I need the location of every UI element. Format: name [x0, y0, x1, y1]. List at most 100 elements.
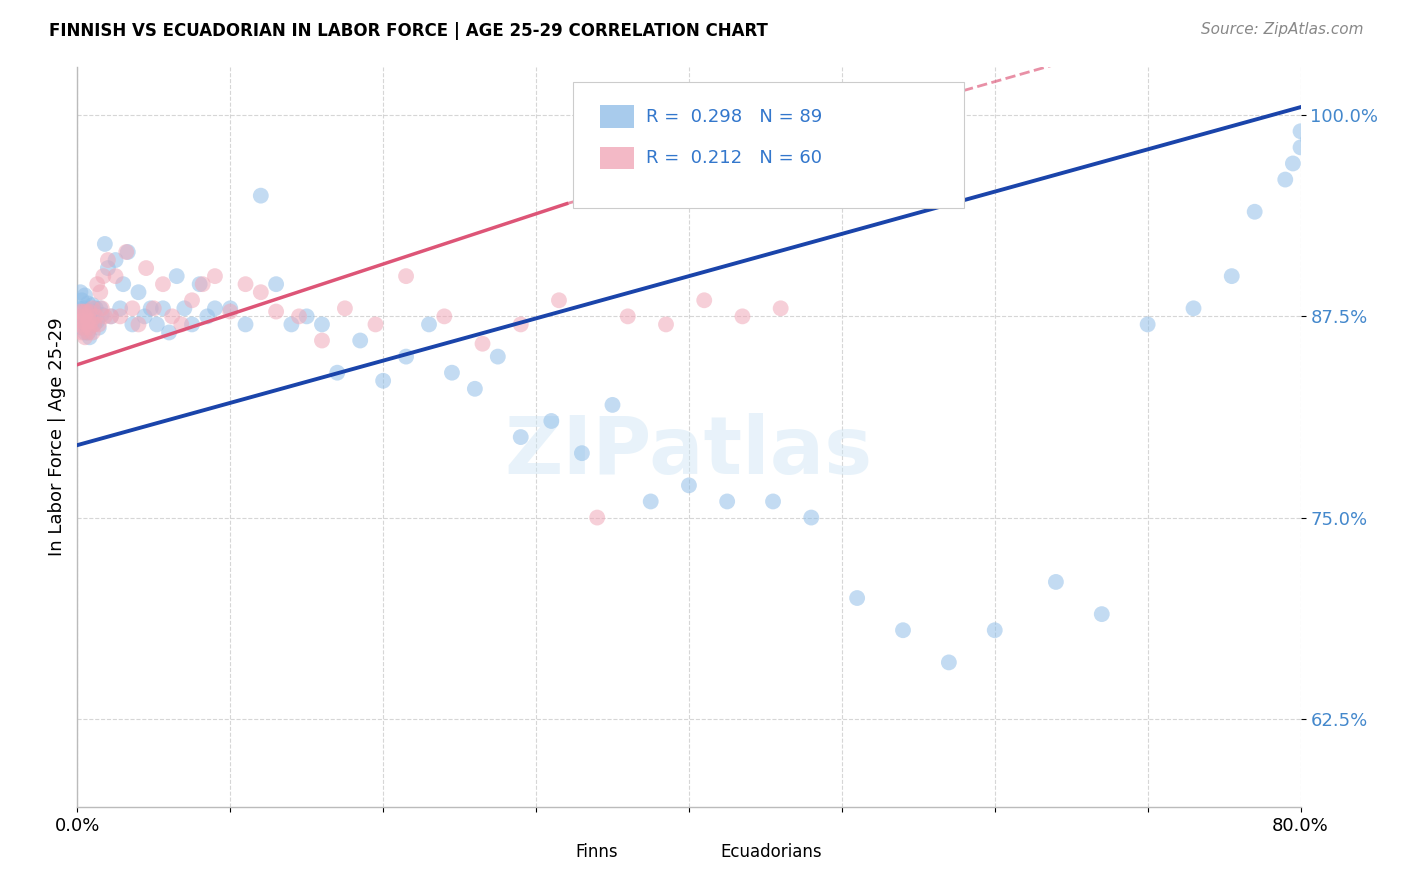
- Point: [731, 310, 754, 324]
- Point: [181, 318, 204, 332]
- Point: [82, 301, 104, 316]
- Point: [166, 269, 188, 284]
- Point: [1289, 140, 1312, 154]
- Point: [464, 382, 486, 396]
- Point: [79, 330, 101, 344]
- Point: [152, 301, 174, 316]
- Text: Finns: Finns: [575, 843, 617, 861]
- Point: [152, 277, 174, 292]
- Point: [112, 277, 135, 292]
- Point: [104, 253, 127, 268]
- Point: [86, 314, 108, 328]
- Point: [73, 288, 96, 302]
- Point: [486, 350, 509, 364]
- Point: [349, 334, 371, 348]
- Point: [77, 314, 100, 328]
- Point: [364, 318, 387, 332]
- Point: [127, 285, 149, 300]
- Point: [173, 301, 195, 316]
- Point: [678, 478, 700, 492]
- Point: [72, 301, 94, 316]
- FancyBboxPatch shape: [572, 82, 965, 208]
- Point: [471, 336, 494, 351]
- Point: [94, 310, 117, 324]
- Point: [235, 318, 257, 332]
- Point: [127, 318, 149, 332]
- Point: [86, 277, 108, 292]
- Point: [73, 310, 96, 324]
- Point: [69, 310, 91, 324]
- Point: [91, 269, 114, 284]
- Point: [100, 310, 122, 324]
- Point: [617, 310, 640, 324]
- Point: [191, 277, 214, 292]
- Point: [1282, 156, 1305, 170]
- Point: [655, 318, 678, 332]
- Point: [509, 430, 531, 444]
- Point: [80, 318, 103, 332]
- Point: [295, 310, 318, 324]
- Text: ZIPatlas: ZIPatlas: [505, 413, 873, 491]
- Point: [121, 301, 143, 316]
- Point: [170, 318, 193, 332]
- Point: [108, 301, 131, 316]
- Point: [100, 310, 122, 324]
- Point: [371, 374, 394, 388]
- Point: [79, 320, 101, 334]
- Point: [181, 293, 204, 308]
- Point: [204, 269, 226, 284]
- Point: [846, 591, 869, 605]
- Point: [762, 494, 785, 508]
- Point: [69, 285, 91, 300]
- Point: [84, 301, 107, 316]
- Point: [97, 261, 120, 276]
- Point: [548, 293, 571, 308]
- Point: [440, 366, 463, 380]
- Point: [1274, 172, 1296, 186]
- Point: [1289, 124, 1312, 138]
- Text: R =  0.212   N = 60: R = 0.212 N = 60: [647, 149, 823, 167]
- Point: [250, 188, 273, 202]
- Text: Source: ZipAtlas.com: Source: ZipAtlas.com: [1201, 22, 1364, 37]
- Point: [1296, 132, 1319, 146]
- Point: [716, 494, 738, 508]
- Point: [139, 301, 162, 316]
- Point: [333, 301, 356, 316]
- Point: [117, 244, 139, 259]
- Point: [76, 304, 98, 318]
- Point: [80, 314, 103, 328]
- Point: [571, 446, 593, 460]
- Point: [77, 314, 100, 328]
- Point: [157, 326, 180, 340]
- Point: [1182, 301, 1205, 316]
- Point: [326, 366, 349, 380]
- Point: [540, 414, 562, 428]
- Point: [90, 308, 112, 322]
- Point: [73, 326, 96, 340]
- Point: [1136, 318, 1159, 332]
- Point: [769, 301, 792, 316]
- Point: [693, 293, 716, 308]
- Point: [891, 624, 914, 638]
- Point: [146, 318, 169, 332]
- Point: [84, 310, 107, 324]
- Point: [984, 624, 1007, 638]
- Point: [87, 318, 110, 332]
- Point: [142, 301, 165, 316]
- Point: [82, 298, 104, 312]
- Point: [1091, 607, 1114, 621]
- Point: [79, 304, 101, 318]
- Point: [800, 510, 823, 524]
- Point: [87, 320, 110, 334]
- Point: [1243, 204, 1265, 219]
- Point: [418, 318, 440, 332]
- Point: [640, 494, 662, 508]
- Text: FINNISH VS ECUADORIAN IN LABOR FORCE | AGE 25-29 CORRELATION CHART: FINNISH VS ECUADORIAN IN LABOR FORCE | A…: [49, 22, 768, 40]
- Point: [195, 310, 218, 324]
- Point: [83, 318, 105, 332]
- Point: [73, 330, 96, 344]
- Point: [70, 320, 93, 334]
- Point: [509, 318, 531, 332]
- Point: [135, 261, 157, 276]
- Point: [938, 656, 960, 670]
